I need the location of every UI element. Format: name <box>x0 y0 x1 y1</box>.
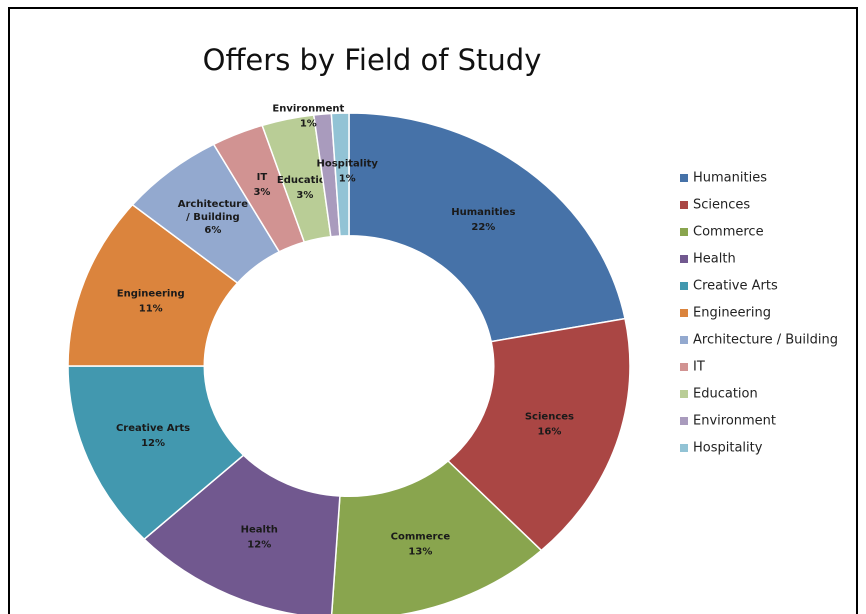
donut-slice <box>348 112 626 343</box>
legend-label: Education <box>693 387 758 402</box>
legend-label: IT <box>693 360 705 375</box>
legend-swatch <box>680 444 688 452</box>
slice-value-label: 6% <box>204 225 221 236</box>
slice-label: Humanities <box>451 207 515 218</box>
slice-value-label: 3% <box>296 190 313 201</box>
slice-label: Health <box>241 525 278 536</box>
legend-label: Humanities <box>693 171 767 186</box>
legend-label: Engineering <box>693 306 771 321</box>
legend-swatch <box>680 255 688 263</box>
legend-swatch <box>680 363 688 371</box>
slice-label: Education <box>277 175 333 186</box>
legend-swatch <box>680 390 688 398</box>
legend-label: Creative Arts <box>693 279 778 294</box>
legend-swatch <box>680 228 688 236</box>
slice-value-label: 1% <box>300 119 317 130</box>
slice-label: Creative Arts <box>116 423 190 434</box>
slice-label: Engineering <box>117 289 185 300</box>
legend-label: Commerce <box>693 225 764 240</box>
legend-swatch <box>680 282 688 290</box>
legend-swatch <box>680 201 688 209</box>
legend-label: Sciences <box>693 198 750 213</box>
legend-label: Environment <box>693 414 776 429</box>
donut-slice <box>330 112 350 237</box>
slice-value-label: 16% <box>537 427 561 438</box>
slice-value-label: 12% <box>247 540 271 551</box>
chart-title: Offers by Field of Study <box>203 43 542 77</box>
slice-value-label: 12% <box>141 438 165 449</box>
donut-slice <box>143 454 341 614</box>
slice-label: IT <box>257 172 268 183</box>
slice-value-label: 13% <box>408 547 432 558</box>
slice-label-line: Architecture <box>178 199 248 210</box>
legend-label: Hospitality <box>693 441 763 456</box>
legend-swatch <box>680 174 688 182</box>
legend-swatch <box>680 309 688 317</box>
donut-slice <box>446 317 631 552</box>
donut-slice <box>330 459 543 614</box>
legend-swatch <box>680 336 688 344</box>
legend-label: Health <box>693 252 736 267</box>
slice-value-label: 1% <box>339 173 356 184</box>
slice-value-label: 3% <box>253 187 270 198</box>
slice-label: Sciences <box>525 412 574 423</box>
slice-value-label: 22% <box>471 222 495 233</box>
legend-label: Architecture / Building <box>693 333 838 348</box>
slice-label: Hospitality <box>316 158 378 169</box>
slice-label: Architecture / Building <box>178 199 248 223</box>
slice-value-label: 11% <box>139 304 163 315</box>
donut-slice <box>67 365 245 541</box>
slice-label: Environment <box>272 104 344 115</box>
slice-label-line: / Building <box>186 212 240 223</box>
slice-label: Commerce <box>391 532 451 543</box>
legend-swatch <box>680 417 688 425</box>
